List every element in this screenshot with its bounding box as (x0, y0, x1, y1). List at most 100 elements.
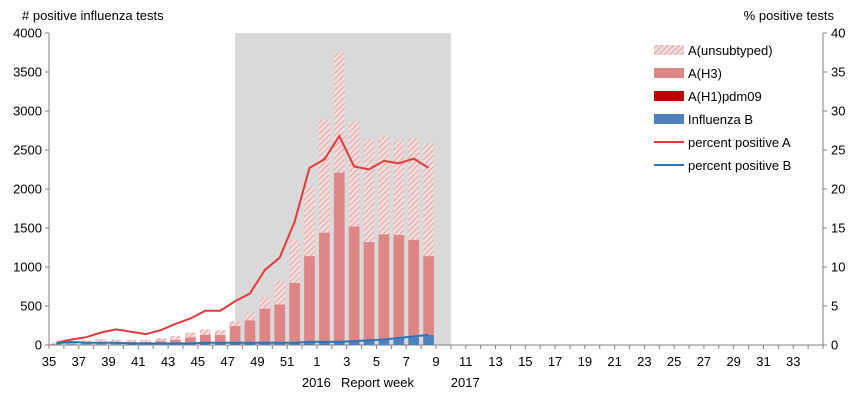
legend-label-percent-positive-a: percent positive A (688, 135, 791, 150)
bar-influenza-b (378, 339, 390, 345)
bar-influenza-b (80, 344, 92, 345)
line-percent-positive-b (56, 333, 429, 345)
bar-influenza-b (408, 337, 420, 345)
bar-influenza-b (140, 344, 152, 345)
bar-a-unsubtyped- (289, 240, 300, 283)
bar-a-unsubtyped- (214, 330, 226, 335)
x-tick-label: 13 (488, 354, 502, 369)
bar-a-h3- (333, 172, 345, 342)
x-tick-label: 47 (220, 354, 234, 369)
x-tick-label: 7 (403, 354, 410, 369)
x-tick-label: 25 (667, 354, 681, 369)
x-tick-label: 3 (343, 354, 350, 369)
left-y-tick-label: 1500 (13, 221, 42, 236)
legend-label-percent-positive-b: percent positive B (688, 158, 791, 173)
bar-a-unsubtyped- (393, 141, 405, 236)
left-y-tick-label: 0 (35, 338, 42, 353)
bar-influenza-b (125, 344, 137, 345)
left-y-tick-label: 3500 (13, 65, 42, 80)
right-y-tick-label: 40 (831, 26, 845, 41)
x-tick-label: 31 (756, 354, 770, 369)
x-axis-title: Report week (341, 375, 414, 390)
bar-influenza-b (110, 344, 122, 345)
bar-influenza-b (65, 344, 77, 345)
left-y-tick-label: 1000 (13, 260, 42, 275)
x-tick-label: 11 (459, 354, 473, 369)
line-percent-positive-a (56, 133, 430, 344)
bar-a-h3- (65, 343, 77, 345)
bar-a-unsubtyped- (95, 339, 107, 342)
right-y-tick-label: 20 (831, 182, 845, 197)
bar-influenza-b (214, 342, 226, 345)
bar-influenza-b (155, 344, 166, 345)
bar-influenza-b (393, 337, 405, 345)
bar-a-unsubtyped- (110, 339, 122, 342)
bar-a-h3- (289, 282, 300, 344)
right-y-tick-label: 30 (831, 104, 845, 119)
bar-influenza-b (333, 341, 345, 345)
year-label-2017: 2017 (450, 375, 480, 390)
bar-a-h3- (51, 343, 62, 345)
bar-a-unsubtyped- (140, 339, 152, 342)
bar-a-h3- (244, 320, 256, 344)
bar-influenza-b (348, 341, 360, 345)
bar-influenza-b (319, 341, 330, 345)
left-y-tick-label: 500 (20, 299, 42, 314)
left-axis-title: # positive influenza tests (22, 8, 164, 23)
right-y-tick-label: 5 (831, 299, 838, 314)
bar-a-h3- (378, 234, 390, 340)
bar-influenza-b (274, 342, 286, 345)
bar-a-unsubtyped- (363, 139, 375, 243)
x-tick-label: 49 (250, 354, 264, 369)
x-tick-label: 41 (131, 354, 145, 369)
legend-swatch-a-unsubtyped- (654, 45, 684, 55)
year-label-2016: 2016 (301, 375, 331, 390)
bar-influenza-b (244, 343, 256, 345)
x-tick-label: 29 (726, 354, 740, 369)
bar-a-unsubtyped- (125, 339, 137, 342)
bar-a-unsubtyped- (155, 337, 166, 342)
bar-a-unsubtyped- (229, 321, 241, 326)
bar-a-h3- (304, 256, 315, 342)
x-tick-label: 35 (42, 354, 56, 369)
bar-a-h3- (274, 304, 286, 343)
x-tick-label: 5 (373, 354, 380, 369)
left-y-tick-label: 2000 (13, 182, 42, 197)
x-tick-label: 51 (280, 354, 294, 369)
right-axis-title: % positive tests (743, 8, 834, 23)
bar-influenza-b (170, 343, 181, 345)
bar-influenza-b (95, 344, 107, 345)
legend-label-a-unsubtyped-: A(unsubtyped) (688, 43, 773, 58)
legend-label-a-h1-pdm09: A(H1)pdm09 (688, 89, 762, 104)
legend-label-a-h3-: A(H3) (688, 66, 722, 81)
bar-a-unsubtyped- (244, 312, 256, 321)
bar-a-h3- (319, 232, 330, 342)
bar-influenza-b (229, 343, 241, 345)
legend-swatch-influenza-b (654, 114, 684, 124)
x-tick-label: 27 (697, 354, 711, 369)
bar-a-h3- (423, 256, 434, 335)
bar-a-h3- (170, 339, 181, 344)
x-tick-label: 45 (191, 354, 205, 369)
right-y-tick-label: 15 (831, 221, 845, 236)
bar-a-unsubtyped- (348, 121, 360, 227)
bar-a-unsubtyped- (170, 336, 181, 340)
bar-a-unsubtyped- (274, 281, 286, 305)
x-tick-label: 17 (548, 354, 562, 369)
right-y-tick-label: 25 (831, 143, 845, 158)
bar-a-unsubtyped- (333, 53, 345, 173)
bar-a-h3- (199, 334, 211, 343)
x-tick-label: 9 (432, 354, 439, 369)
bar-a-unsubtyped- (259, 297, 271, 309)
bar-influenza-b (199, 342, 211, 345)
legend-label-influenza-b: Influenza B (688, 112, 753, 127)
bar-a-unsubtyped- (378, 136, 390, 235)
left-y-tick-label: 2500 (13, 143, 42, 158)
bar-a-h3- (259, 308, 271, 344)
bar-a-h3- (348, 226, 360, 342)
bar-influenza-b (289, 343, 300, 345)
bar-a-unsubtyped- (408, 138, 420, 240)
x-tick-label: 43 (161, 354, 175, 369)
bar-a-h3- (393, 235, 405, 338)
